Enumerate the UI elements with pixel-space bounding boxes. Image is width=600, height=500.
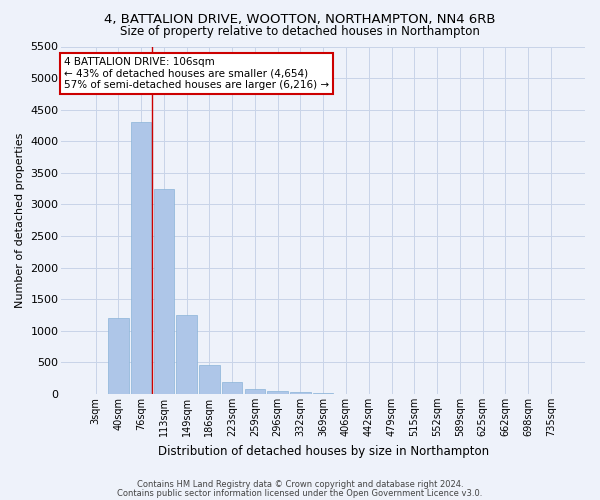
X-axis label: Distribution of detached houses by size in Northampton: Distribution of detached houses by size … — [158, 444, 489, 458]
Bar — [245, 389, 265, 394]
Text: 4 BATTALION DRIVE: 106sqm
← 43% of detached houses are smaller (4,654)
57% of se: 4 BATTALION DRIVE: 106sqm ← 43% of detac… — [64, 57, 329, 90]
Text: 4, BATTALION DRIVE, WOOTTON, NORTHAMPTON, NN4 6RB: 4, BATTALION DRIVE, WOOTTON, NORTHAMPTON… — [104, 12, 496, 26]
Bar — [268, 390, 288, 394]
Bar — [290, 392, 311, 394]
Y-axis label: Number of detached properties: Number of detached properties — [15, 132, 25, 308]
Bar — [199, 365, 220, 394]
Text: Size of property relative to detached houses in Northampton: Size of property relative to detached ho… — [120, 25, 480, 38]
Bar — [154, 188, 174, 394]
Text: Contains public sector information licensed under the Open Government Licence v3: Contains public sector information licen… — [118, 488, 482, 498]
Bar — [131, 122, 151, 394]
Text: Contains HM Land Registry data © Crown copyright and database right 2024.: Contains HM Land Registry data © Crown c… — [137, 480, 463, 489]
Bar — [108, 318, 128, 394]
Bar — [222, 382, 242, 394]
Bar — [176, 315, 197, 394]
